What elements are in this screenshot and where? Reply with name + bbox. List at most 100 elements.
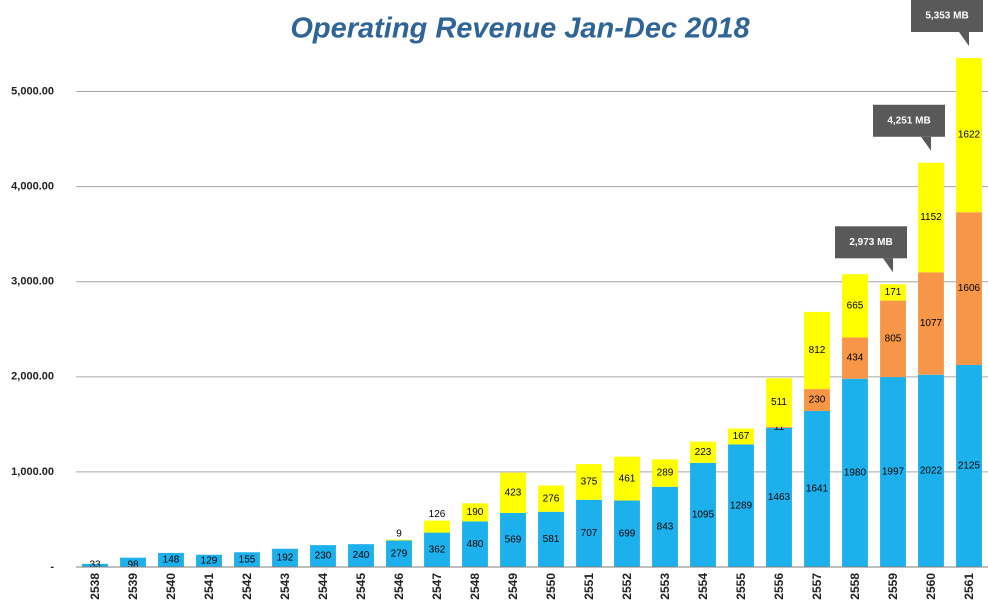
x-tick-label: 2549 [506, 573, 520, 600]
data-label: 1095 [692, 510, 715, 521]
bar-segment [842, 337, 868, 379]
bar-segment [842, 274, 868, 338]
data-label: 423 [505, 487, 522, 498]
x-tick-label: 2555 [734, 573, 748, 600]
callout-pointer [959, 31, 969, 46]
bar-segment [842, 378, 868, 567]
data-label: 581 [543, 534, 560, 545]
bar-segment [880, 284, 906, 301]
callout-text: 5,353 MB [925, 11, 968, 22]
bar-segment [462, 503, 488, 522]
x-tick-label: 2544 [316, 573, 330, 600]
y-tick-label: 1,000.00 [11, 466, 54, 478]
data-label: 511 [771, 397, 787, 408]
bar-segment [614, 500, 640, 567]
data-label: 33 [89, 560, 101, 571]
x-tick-label: 2557 [810, 573, 824, 600]
y-tick-label: 2,000.00 [11, 371, 54, 383]
x-tick-label: 2551 [582, 573, 596, 600]
data-label: 240 [353, 550, 370, 561]
data-label: 480 [467, 539, 484, 550]
bar-segment [804, 410, 830, 567]
data-label: 1289 [730, 500, 753, 511]
bar-segment [120, 557, 146, 567]
bar-segment [576, 499, 602, 567]
callout-pointer [921, 136, 931, 151]
data-label: 805 [885, 333, 902, 344]
data-label: 375 [581, 477, 598, 488]
bar-segment [500, 472, 526, 513]
x-tick-label: 2548 [468, 573, 482, 600]
x-tick-label: 2545 [354, 573, 368, 600]
bar-segment [728, 444, 754, 567]
callout-text: 2,973 MB [849, 237, 892, 248]
x-tick-label: 2553 [658, 573, 672, 600]
data-label: 289 [657, 468, 674, 479]
data-label: 1463 [768, 492, 791, 503]
data-label: 812 [809, 345, 826, 356]
data-label: 167 [733, 431, 750, 442]
data-label: 1622 [958, 130, 981, 141]
bar-segment [918, 374, 944, 567]
data-label: 230 [809, 395, 826, 406]
bar-segment [652, 459, 678, 487]
data-label: 129 [201, 556, 218, 567]
bar-segment [766, 426, 792, 428]
data-label: 1980 [844, 468, 867, 479]
data-label: 665 [847, 300, 864, 311]
data-label: 707 [581, 528, 598, 539]
bar-segment [918, 162, 944, 273]
data-label: 1152 [920, 212, 942, 223]
data-label: 569 [505, 535, 522, 546]
bar-segment [500, 512, 526, 567]
callout-pointer [883, 258, 893, 273]
data-label: 98 [127, 560, 139, 571]
y-tick-label: 3,000.00 [11, 276, 54, 288]
data-label: 362 [429, 544, 446, 555]
data-label: 192 [277, 553, 294, 564]
data-label: 126 [429, 509, 446, 520]
data-label: 279 [391, 548, 408, 559]
bar-segment [728, 428, 754, 445]
x-tick-label: 2540 [164, 573, 178, 600]
data-label: 1641 [806, 484, 829, 495]
bar-segment [386, 540, 412, 567]
data-label: 190 [467, 507, 484, 518]
bar-segment [766, 427, 792, 567]
data-label: 11 [774, 422, 785, 433]
x-tick-label: 2560 [924, 573, 938, 600]
bar-segment [158, 552, 184, 567]
data-label: 9 [396, 528, 402, 539]
data-label: 155 [239, 554, 256, 565]
bar-segment [576, 464, 602, 500]
data-label: 461 [619, 473, 636, 484]
bar-segment [196, 554, 222, 567]
x-tick-label: 2554 [696, 573, 710, 600]
bar-segment [310, 545, 336, 567]
callout-box [911, 0, 983, 32]
x-tick-label: 2552 [620, 573, 634, 600]
y-tick-label: - [50, 561, 54, 573]
bar-segment [272, 548, 298, 567]
callout-box [873, 104, 945, 137]
bar-segment [82, 563, 108, 567]
data-label: 171 [885, 287, 902, 298]
x-tick-label: 2559 [886, 573, 900, 600]
chart-title: Operating Revenue Jan-Dec 2018 [290, 13, 750, 45]
bar-segment [766, 378, 792, 427]
data-label: 699 [619, 528, 636, 539]
bar-segment [614, 456, 640, 501]
bar-segment [880, 377, 906, 567]
x-tick-label: 2542 [240, 573, 254, 600]
callout-text: 4,251 MB [887, 115, 930, 126]
y-tick-label: 5,000.00 [11, 85, 54, 97]
bar-segment [956, 57, 982, 213]
bar-segment [462, 521, 488, 567]
x-tick-label: 2547 [430, 573, 444, 600]
data-label: 1606 [958, 283, 981, 294]
data-label: 223 [695, 447, 712, 458]
x-tick-label: 2543 [278, 573, 292, 600]
x-tick-label: 2538 [88, 573, 102, 600]
data-label: 230 [315, 551, 332, 562]
